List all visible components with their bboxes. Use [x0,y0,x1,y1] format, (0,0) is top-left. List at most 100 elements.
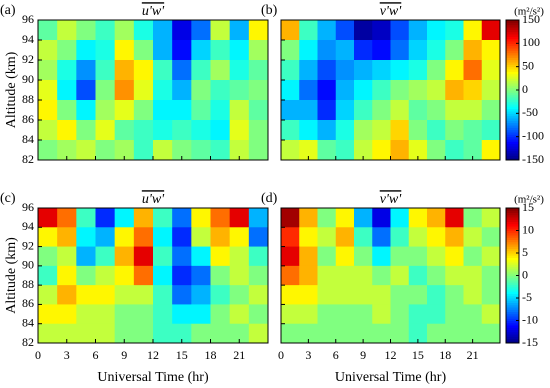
cell [57,265,77,286]
colorbar-tick-label: -5 [522,290,532,304]
colorbar-step [506,48,519,51]
cell [354,227,373,248]
colorbar-step [506,20,519,23]
cell [390,246,410,267]
cell [335,265,355,286]
cell [248,40,269,61]
colorbar-tick-label: 50 [522,58,534,72]
cell [248,246,269,267]
cell [133,208,154,228]
cell [76,140,96,161]
cell [427,40,446,61]
colorbar-step [506,36,519,40]
colorbar-label: (m²/s²) [514,6,544,18]
y-tick-label: 88 [22,92,34,106]
cell [76,304,96,325]
cell [372,208,391,228]
y-tick-label: 82 [22,335,34,349]
cell [299,246,318,267]
cell [463,246,483,267]
cell [57,304,77,325]
cell [153,20,173,41]
cell [463,80,483,101]
cell [95,140,116,161]
cell [114,227,135,248]
cell [427,120,446,141]
colorbar-step [506,141,519,145]
cell [95,246,116,267]
cell [390,80,410,101]
colorbar-step [506,34,519,37]
cell [153,140,173,161]
colorbar-step [506,69,519,72]
cell [248,323,269,344]
cell [210,246,231,267]
cell [229,40,250,61]
cell [281,140,300,161]
cell [299,120,318,141]
y-tick-label: 90 [22,72,34,86]
colorbar-step [506,90,519,93]
cell [354,100,373,121]
cell [372,40,391,61]
colorbar-step [506,43,519,47]
cell [372,80,391,101]
cell [38,140,58,161]
colorbar-tick-label: 15 [522,200,534,214]
cell [354,265,373,286]
cell [229,246,250,267]
colorbar-step [506,99,519,103]
cell [248,100,269,121]
colorbar-step [506,246,519,249]
cell [390,323,410,344]
y-tick-label: 90 [22,258,34,272]
cell [38,265,58,286]
x-tick-label: 12 [385,348,397,362]
cell [317,80,337,101]
panel-label: (a) [0,3,16,18]
cell [153,246,173,267]
cell [281,227,300,248]
cell [191,60,211,81]
cell [76,208,96,228]
colorbar-step [506,318,519,321]
cell [445,323,464,344]
cell [445,40,464,61]
colorbar-step [506,331,519,335]
cell [172,80,192,101]
colorbar-step [506,31,519,35]
x-tick-label: 3 [305,348,311,362]
cell [281,120,300,141]
cell [38,246,58,267]
cell [191,140,211,161]
cell [481,227,501,248]
x-tick-label: 15 [176,348,188,362]
cell [57,40,77,61]
cell [95,227,116,248]
cell [427,246,446,267]
cell [248,60,269,81]
colorbar-step [506,115,519,119]
colorbar-step [506,250,519,254]
cell [354,140,373,161]
x-tick-label: 15 [412,348,424,362]
cell [76,227,96,248]
colorbar-step [506,298,519,301]
y-tick-label: 94 [22,219,34,233]
colorbar-step [506,76,519,79]
y-tick-label: 82 [22,152,34,166]
cell [354,246,373,267]
cell [210,100,231,121]
cell [191,208,211,228]
x-tick-label: 6 [333,348,339,362]
cell [372,120,391,141]
cell [133,246,154,267]
cell [408,304,428,325]
colorbar-step [506,104,519,107]
cell [95,304,116,325]
colorbar-step [506,268,519,272]
cell [248,208,269,228]
cell [248,227,269,248]
colorbar-step [506,212,519,216]
cell [372,100,391,121]
